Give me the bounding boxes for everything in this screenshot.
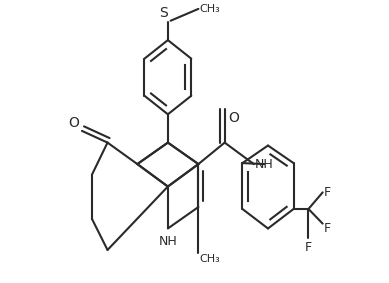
Text: CH₃: CH₃ [200,254,221,264]
Text: O: O [228,111,239,125]
Text: NH: NH [255,158,273,171]
Text: NH: NH [158,235,177,248]
Text: S: S [159,6,168,20]
Text: O: O [68,115,79,130]
Text: F: F [324,222,331,235]
Text: CH₃: CH₃ [200,4,221,14]
Text: F: F [305,241,312,254]
Text: F: F [324,186,331,199]
